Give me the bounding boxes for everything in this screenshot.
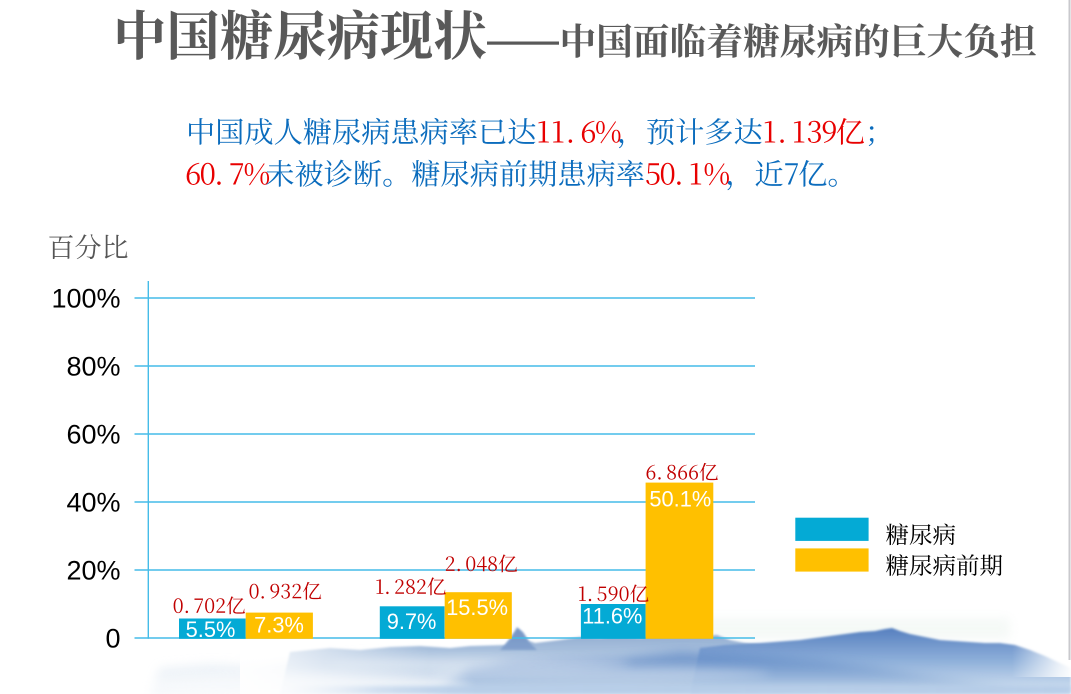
svg-text:40%: 40%: [66, 488, 120, 518]
svg-text:7.3%: 7.3%: [254, 613, 304, 638]
svg-text:100%: 100%: [51, 284, 120, 314]
svg-text:9.7%: 9.7%: [387, 609, 437, 634]
svg-text:60%: 60%: [66, 420, 120, 450]
svg-text:5.5%: 5.5%: [186, 617, 236, 642]
svg-text:20%: 20%: [66, 556, 120, 586]
svg-text:11.6%: 11.6%: [582, 603, 642, 628]
svg-text:0: 0: [105, 624, 120, 654]
svg-text:50.1%: 50.1%: [649, 487, 711, 512]
svg-text:15.5%: 15.5%: [446, 595, 508, 620]
svg-text:80%: 80%: [66, 352, 120, 382]
